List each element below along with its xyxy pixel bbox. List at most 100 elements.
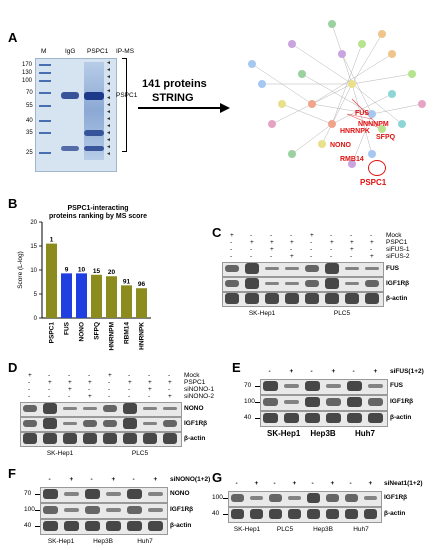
sign: + [68,379,72,386]
band [305,412,320,424]
sign: - [290,232,293,239]
sign: - [310,253,313,260]
bar [61,273,72,318]
band [143,433,157,444]
cell-line-label: Hep3B [313,526,333,533]
band [285,281,299,286]
band [148,520,163,532]
band [284,412,299,424]
panel-e-letter: E [232,360,241,375]
gel-marker: 70 [26,90,33,96]
sign: - [88,372,91,379]
y-tick-label: 0 [34,316,38,322]
category-label: RBM14 [124,322,131,344]
sign: - [28,393,31,400]
y-tick-label: 15 [30,244,37,250]
category-label: HNRNPM [109,322,116,351]
band [43,433,57,444]
band [106,508,121,512]
blot-label: IGF1Rβ [384,494,408,501]
bar [121,285,132,318]
band [263,398,278,406]
category-label: HNRNPK [139,322,146,350]
band [64,508,79,512]
sign: - [28,386,31,393]
band [347,412,362,424]
mw-tick [255,386,260,387]
cell-line-label: SK-Hep1 [248,310,276,317]
band [83,433,97,444]
mw-marker: 70 [24,490,32,497]
sign: - [108,393,111,400]
string-network [248,20,426,168]
band [23,404,37,413]
sign: - [48,386,51,393]
rank-label: 91 [123,278,131,285]
sign: - [268,368,271,375]
band [368,412,383,424]
band [305,380,320,392]
sign: - [235,480,238,487]
rank-label: 10 [78,266,86,273]
band [143,421,157,426]
sign: + [28,372,32,379]
rank-label: 1 [50,237,54,244]
band [163,406,177,411]
band [288,496,301,500]
sign: - [132,476,135,483]
sign: + [373,368,378,375]
gel-marker: 40 [26,118,33,124]
band [263,380,278,392]
mw-tick [223,514,228,515]
sign: + [68,386,72,393]
sign: + [69,476,74,483]
condition-label: PSPC1 [184,379,206,386]
sign: + [128,379,132,386]
mw-marker: 40 [24,522,32,529]
sign: + [88,379,92,386]
sign: + [88,393,92,400]
blot-label: IGF1Rβ [386,279,410,287]
band [163,419,177,428]
sign: + [330,480,335,487]
band [305,293,319,304]
sign: - [68,372,71,379]
mw-marker: 40 [244,414,252,421]
band [127,488,142,500]
sign: - [48,476,51,483]
band [326,398,341,406]
band [85,488,100,500]
blot-label: FUS [386,264,399,272]
band [326,384,341,388]
blot-strip [222,262,384,277]
band [245,278,259,289]
bar [106,276,117,318]
band [345,293,359,304]
mw-marker: 100 [212,494,223,501]
mw-tick [223,498,228,499]
condition-label: PSPC1 [386,239,408,246]
band [345,508,358,520]
treatment-label: siFUS(1+2) [390,368,424,375]
blot-label: IGF1Rβ [390,398,414,405]
band [103,433,117,444]
arrow-text-string: STRING [152,92,194,104]
sign: - [250,253,253,260]
sign: + [270,246,274,253]
band [365,293,379,304]
band [163,433,177,444]
band [326,508,339,520]
band [63,421,77,426]
mw-marker: 40 [212,510,220,517]
condition-label: siNONO-2 [184,393,214,400]
band [345,494,358,502]
band [326,412,341,424]
band [64,492,79,496]
band [23,433,37,444]
gel-lane-pspc1: PSPC1 [87,48,109,55]
band [307,508,320,520]
band [345,266,359,271]
band [284,400,299,404]
blot-label: β-actin [386,294,408,302]
y-tick-label: 10 [30,268,37,274]
